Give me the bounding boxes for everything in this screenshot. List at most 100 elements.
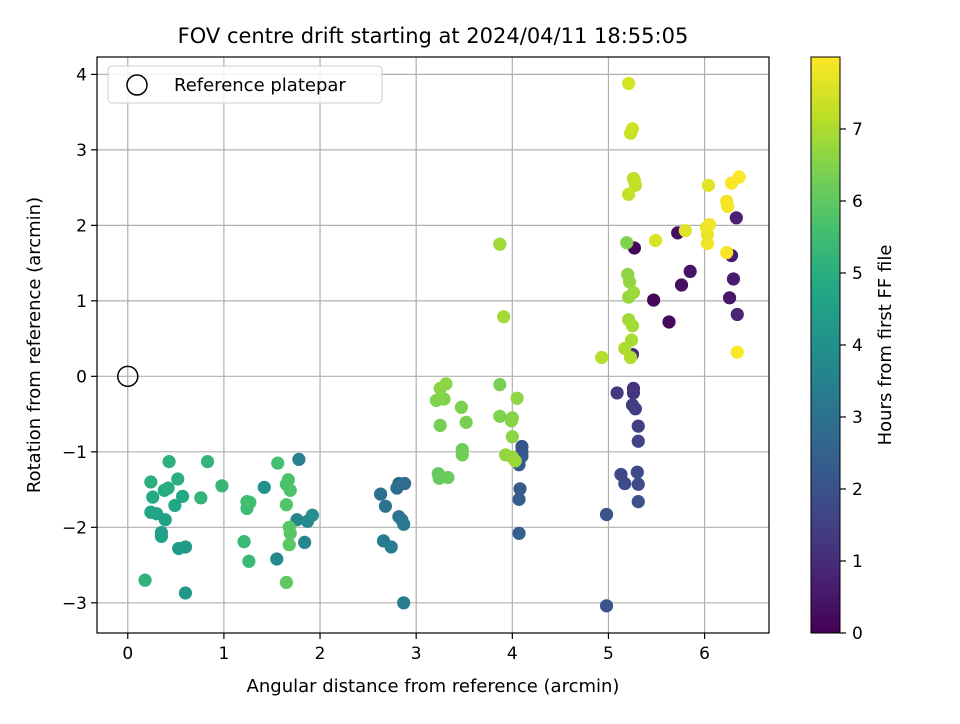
axes: 0 1 2 3 4 5 6 −3 −2 −1 0 1 2 3 4	[62, 65, 710, 664]
data-point	[726, 272, 741, 286]
data-point	[702, 217, 716, 232]
colorbar-tick-label: 6	[852, 192, 863, 212]
y-tick-label: −1	[62, 443, 87, 463]
legend-label: Reference platepar	[174, 75, 346, 96]
data-point	[630, 465, 644, 479]
data-point	[215, 479, 229, 493]
data-point	[730, 345, 744, 359]
data-point	[270, 552, 284, 566]
data-point	[662, 315, 676, 329]
colorbar-tick-label: 3	[852, 408, 863, 428]
colorbar-tick-label: 1	[852, 552, 863, 572]
data-point	[439, 377, 453, 391]
y-axis-label: Rotation from reference (arcmin)	[24, 197, 45, 493]
data-point	[678, 224, 692, 238]
data-point	[732, 170, 746, 184]
x-axis-label: Angular distance from reference (arcmin)	[247, 676, 620, 697]
data-point	[623, 350, 638, 365]
data-point	[441, 470, 455, 485]
data-point	[626, 285, 641, 300]
data-point	[243, 495, 257, 509]
data-point	[271, 456, 285, 470]
legend: Reference platepar	[107, 65, 383, 104]
data-point	[631, 495, 645, 509]
reference-platepar-marker	[117, 365, 139, 388]
data-point	[282, 538, 296, 552]
data-point	[144, 505, 158, 519]
data-point	[512, 526, 526, 540]
x-tick-label: 0	[122, 644, 133, 664]
data-point	[625, 122, 640, 136]
colorbar-tick-label: 7	[852, 120, 863, 140]
data-point	[512, 492, 526, 506]
data-point	[618, 476, 632, 491]
y-tick-label: −3	[62, 594, 87, 614]
legend-box	[107, 65, 383, 104]
data-point	[384, 540, 398, 554]
x-tick-label: 2	[315, 644, 326, 664]
data-point	[298, 535, 312, 550]
data-point	[620, 236, 634, 250]
x-tick-label: 5	[603, 644, 614, 664]
plot-frame	[96, 56, 770, 634]
data-point	[631, 434, 645, 448]
data-point	[178, 586, 193, 600]
data-point	[610, 386, 624, 400]
data-point	[504, 414, 518, 428]
colorbar-tick-label: 4	[852, 336, 863, 356]
data-point	[720, 245, 734, 260]
data-point	[168, 498, 182, 513]
data-point	[631, 419, 645, 433]
colorbar: 0 1 2 3 4 5 6 7	[810, 56, 863, 644]
data-points	[138, 76, 746, 613]
colorbar-tick-label: 0	[852, 624, 863, 644]
data-point	[628, 402, 642, 416]
colorbar-tick-label: 5	[852, 264, 863, 284]
data-point	[279, 498, 293, 512]
data-point	[648, 233, 663, 248]
data-point	[162, 455, 176, 469]
data-point	[455, 448, 469, 462]
data-point	[625, 319, 640, 333]
data-point	[513, 482, 527, 496]
data-point	[172, 541, 186, 556]
data-point	[283, 526, 297, 540]
data-point	[722, 291, 737, 305]
data-point	[631, 477, 645, 491]
data-point	[433, 418, 447, 432]
data-point	[459, 415, 473, 429]
data-point	[378, 499, 393, 513]
y-tick-label: 4	[76, 65, 87, 85]
data-point	[283, 483, 297, 497]
data-point	[397, 517, 411, 531]
data-point	[194, 491, 208, 505]
data-point	[242, 554, 256, 568]
data-point	[628, 178, 642, 192]
legend-marker-reference	[126, 74, 148, 96]
data-point	[437, 392, 451, 406]
data-point	[374, 487, 388, 501]
colorbar-label: Hours from first FF file	[875, 245, 896, 446]
data-point	[729, 211, 743, 225]
data-point	[622, 76, 636, 91]
y-tick-label: 0	[76, 367, 87, 387]
y-tick-label: −2	[62, 518, 87, 538]
data-point	[257, 480, 271, 494]
colorbar-gradient	[810, 56, 841, 634]
data-point	[175, 489, 190, 503]
data-point	[493, 409, 507, 423]
data-point	[508, 454, 522, 468]
data-point	[647, 293, 661, 307]
x-tick-label: 3	[411, 644, 422, 664]
data-point	[497, 310, 511, 324]
data-point	[279, 575, 293, 590]
data-point	[505, 430, 519, 444]
data-point	[493, 237, 507, 251]
data-point	[154, 529, 169, 543]
data-point	[144, 475, 158, 489]
y-tick-label: 1	[76, 292, 87, 312]
data-point	[730, 307, 744, 322]
data-point	[701, 178, 716, 192]
data-point	[683, 264, 697, 278]
